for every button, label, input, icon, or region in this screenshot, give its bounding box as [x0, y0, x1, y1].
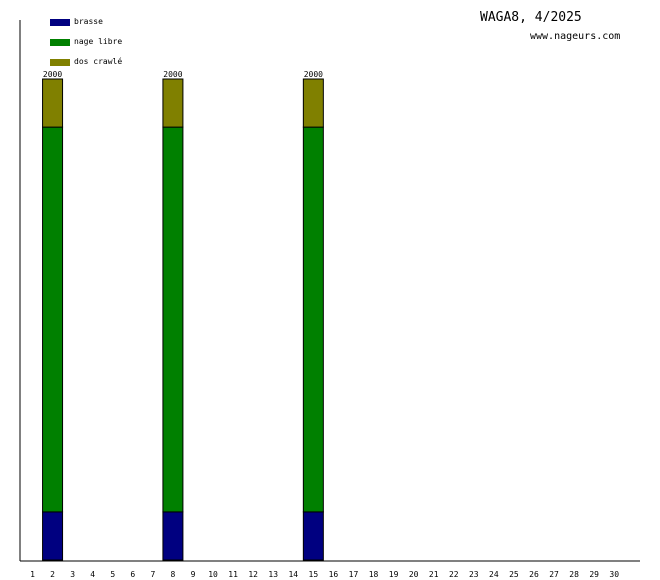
legend-swatch-dos-crawle: [50, 59, 70, 66]
x-tick-label: 14: [288, 570, 298, 579]
x-tick-label: 30: [609, 570, 619, 579]
x-tick-label: 25: [509, 570, 519, 579]
bar-segment-brasse: [162, 511, 184, 561]
x-tick-label: 11: [228, 570, 238, 579]
x-tick-label: 4: [90, 570, 95, 579]
x-tick-labels: 1 2 3 4 5 6 7 8 9 10 11 12 13 14 15 16 17 18 19 20 21 22 23 24 2…: [30, 570, 619, 579]
site-url: www.nageurs.com: [530, 31, 621, 42]
legend-label-nage-libre: nage libre: [74, 37, 123, 46]
x-tick-label: 13: [268, 570, 278, 579]
x-tick-label: 20: [409, 570, 419, 579]
bar-segment-brasse: [302, 511, 324, 561]
x-tick-label: 15: [309, 570, 319, 579]
bar-total-label: 2000: [43, 70, 62, 79]
x-tick-label: 24: [489, 570, 499, 579]
x-tick-label: 18: [369, 570, 379, 579]
bar-segment-brasse: [42, 511, 64, 561]
x-tick-label: 1: [30, 570, 35, 579]
chart-title: WAGA8, 4/2025: [480, 10, 582, 25]
bar-segment-dos-crawlé: [162, 78, 184, 128]
x-tick-label: 27: [549, 570, 559, 579]
x-tick-label: 8: [171, 570, 176, 579]
x-tick-label: 5: [110, 570, 115, 579]
bar-total-label: 2000: [304, 70, 323, 79]
legend-swatch-brasse: [50, 19, 70, 26]
x-tick-label: 17: [349, 570, 359, 579]
bar-total-labels: 2000 2000 2000: [43, 70, 323, 79]
bars-group: [42, 78, 324, 561]
x-tick-label: 28: [569, 570, 579, 579]
x-tick-label: 7: [150, 570, 155, 579]
bar-segment-nage-libre: [302, 126, 324, 513]
x-tick-label: 26: [529, 570, 539, 579]
bar-segment-dos-crawlé: [302, 78, 324, 128]
bar-segment-nage-libre: [162, 126, 184, 513]
legend-swatch-nage-libre: [50, 39, 70, 46]
x-tick-label: 23: [469, 570, 479, 579]
bar-segment-dos-crawlé: [42, 78, 64, 128]
bar-total-label: 2000: [163, 70, 182, 79]
x-tick-label: 16: [329, 570, 339, 579]
x-tick-label: 19: [389, 570, 399, 579]
x-tick-label: 6: [130, 570, 135, 579]
legend-label-dos-crawle: dos crawlé: [74, 57, 123, 66]
x-tick-label: 29: [589, 570, 599, 579]
x-tick-label: 2: [50, 570, 55, 579]
legend-label-brasse: brasse: [74, 17, 103, 26]
x-tick-label: 9: [191, 570, 196, 579]
bar-segment-nage-libre: [42, 126, 64, 513]
x-tick-label: 22: [449, 570, 459, 579]
x-tick-label: 12: [248, 570, 258, 579]
x-tick-label: 21: [429, 570, 439, 579]
x-tick-label: 10: [208, 570, 218, 579]
x-tick-label: 3: [70, 570, 75, 579]
